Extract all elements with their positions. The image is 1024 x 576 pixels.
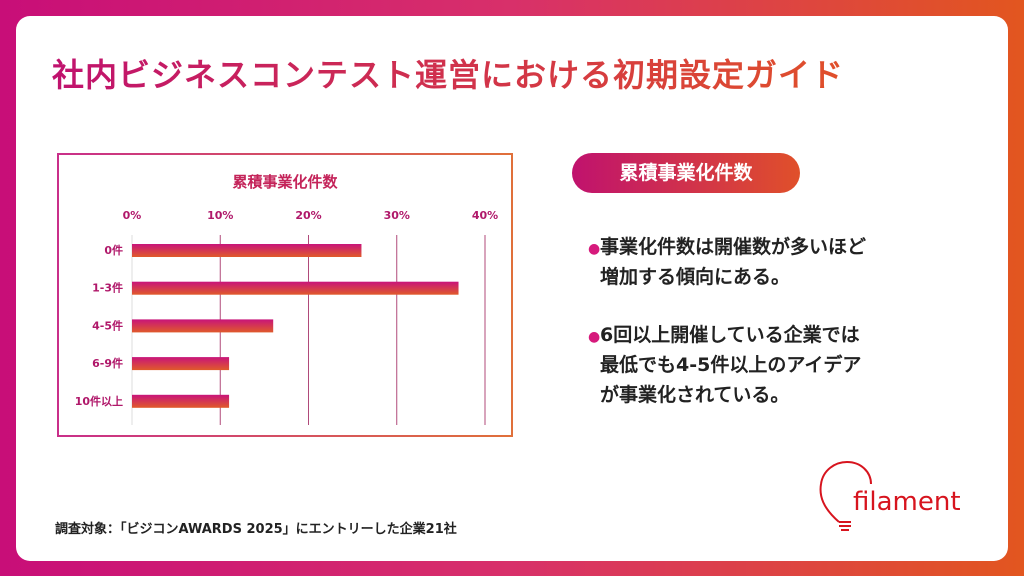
x-tick-label: 10% [207, 209, 233, 222]
category-label: 4-5件 [92, 318, 123, 332]
survey-footnote: 調査対象：「ビジコンAWARDS 2025」にエントリーした企業21社 [55, 522, 457, 537]
bar [132, 319, 274, 333]
bar-chart: 0% 10% 20% 30% 40% 0件 1-3件 4-5件 6-9件 10件以上 [75, 209, 498, 425]
bar [132, 281, 459, 295]
category-label: 0件 [104, 243, 123, 257]
bullet-icon: ● [588, 241, 601, 257]
category-label: 6-9件 [92, 356, 123, 370]
filament-logo: filament [819, 460, 961, 531]
bullet-item: ● 6回以上開催している企業では 最低でも4-5件以上のアイデア が事業化されてい… [588, 324, 862, 406]
x-tick-label: 30% [384, 209, 410, 222]
bar [132, 357, 230, 371]
lightbulb-icon [819, 460, 872, 523]
logo-text: filament [853, 487, 961, 517]
x-tick-label: 0% [123, 209, 142, 222]
bullet-item: ● 事業化件数は開催数が多いほど 増加する傾向にある。 [588, 236, 867, 288]
bullet-icon: ● [588, 329, 601, 345]
x-tick-label: 40% [472, 209, 498, 222]
section-badge: 累積事業化件数 [572, 153, 800, 193]
chart-panel: 累積事業化件数 0% 10% 20% 30% 40% 0件 1-3件 4-5件 6-9件 10件以… [57, 153, 513, 437]
chart-title: 累積事業化件数 [232, 173, 338, 191]
category-label: 1-3件 [92, 281, 123, 295]
bar [132, 244, 362, 257]
bar [132, 394, 230, 408]
page-title: 社内ビジネスコンテスト運営における初期設定ガイド [52, 50, 844, 96]
x-tick-label: 20% [295, 209, 321, 222]
category-label: 10件以上 [75, 394, 123, 408]
